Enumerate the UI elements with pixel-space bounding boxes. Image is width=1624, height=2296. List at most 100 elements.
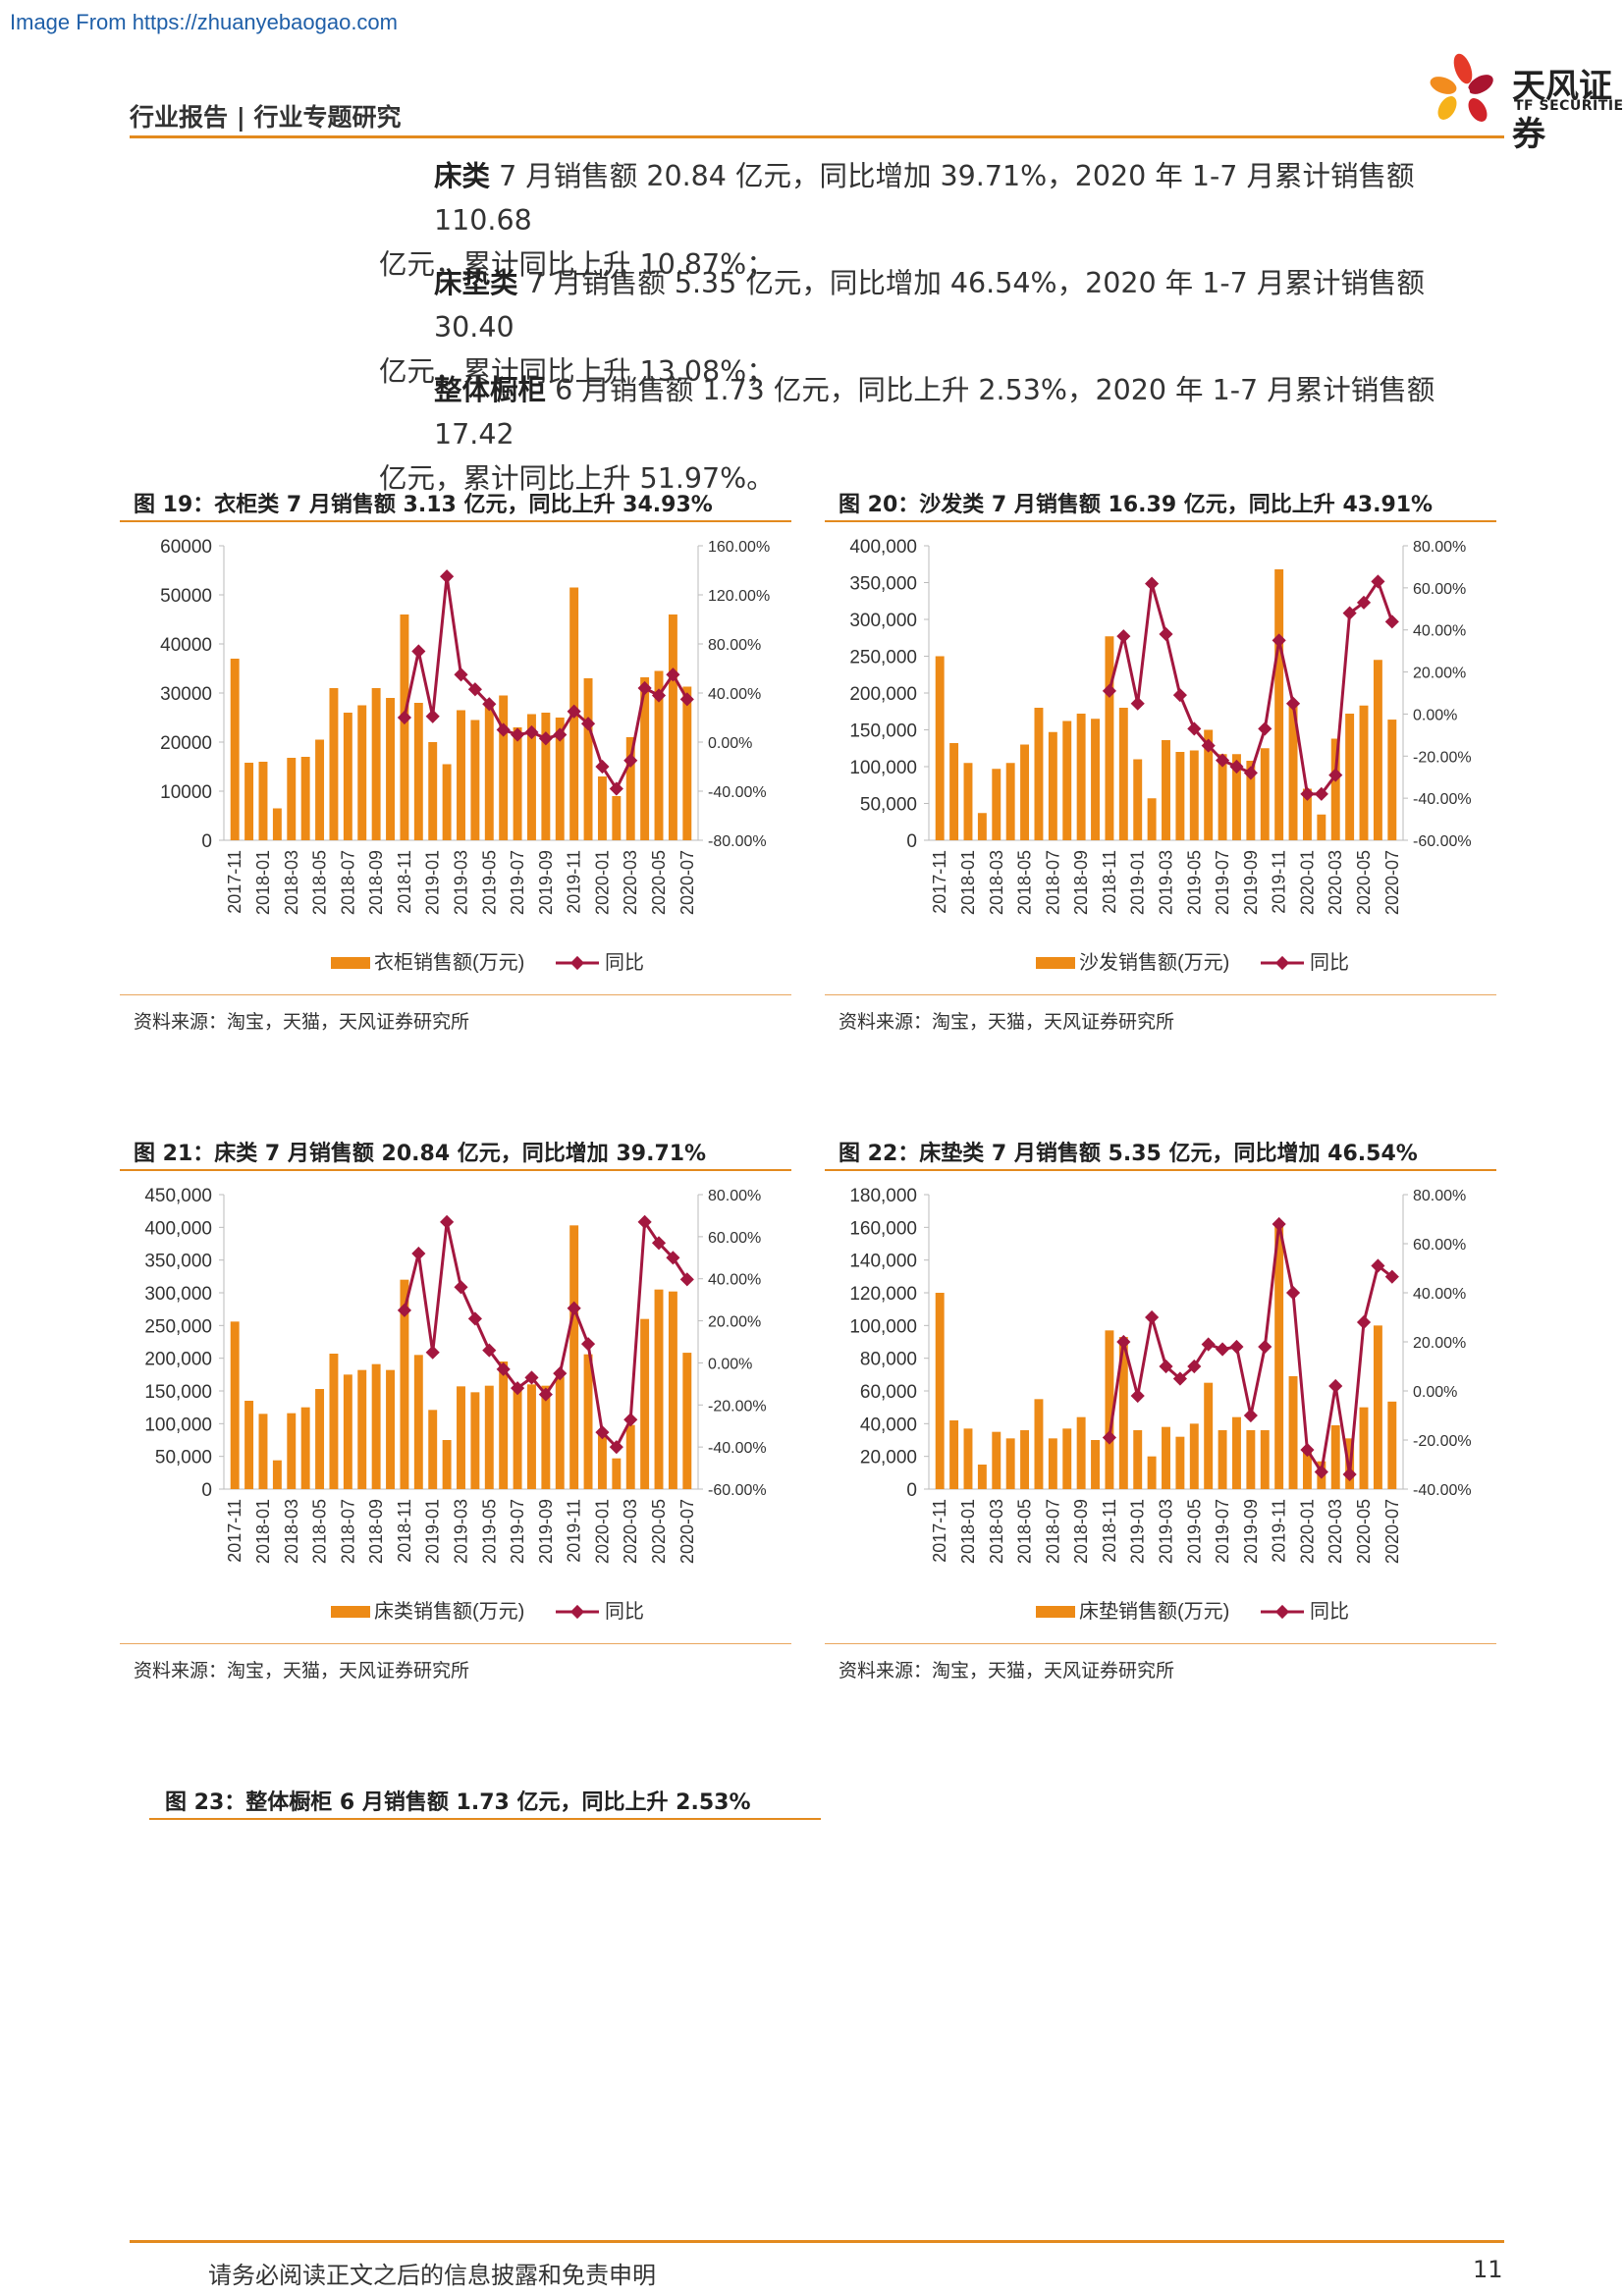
figure-19-chart: 0 10000 20000 30000 40000 50000 60000 -80.00% -4… [160,537,770,974]
x-tick-label: 2019-09 [536,850,556,915]
line-point [567,1301,581,1315]
line-point [1243,1408,1258,1423]
bar [1175,1436,1185,1489]
bar [428,1410,438,1489]
figure-19-rule [120,520,791,522]
x-tick-label: 2018-09 [366,850,386,915]
bar [400,614,409,840]
line-point [567,704,581,719]
right-tick-label: 40.00% [708,1272,761,1289]
line-point [679,1272,694,1287]
bar [442,1440,452,1489]
left-tick-label: 0 [906,831,917,852]
x-tick-label: 2020-05 [1354,850,1374,915]
right-tick-label: 60.00% [1413,581,1466,598]
x-tick-label: 2018-07 [338,850,357,915]
left-tick-label: 80,000 [860,1350,917,1370]
bar [963,763,973,840]
legend-bar-label: 沙发销售额(万元) [1079,951,1229,974]
line-point [496,722,511,737]
line-point [1342,606,1357,620]
line-point [1384,614,1399,629]
x-tick-label: 2019-09 [536,1499,556,1564]
line-point [651,688,667,703]
bar [1288,1376,1298,1489]
line-point [1342,1467,1357,1482]
bar [315,739,325,840]
bar [527,714,536,840]
left-tick-label: 250,000 [144,1316,212,1337]
line-point [1272,633,1286,648]
x-tick-label: 2019-11 [1270,1499,1289,1563]
legend-bar-swatch [1036,957,1075,969]
legend-line-label: 同比 [1310,1600,1349,1623]
bar [1204,729,1214,840]
right-tick-label: -20.00% [1413,749,1472,766]
figure-20-chart: 0 50,000 100,000 150,000 200,000 250,000 300,0… [849,537,1472,974]
bar [413,1355,423,1489]
bar [977,1465,987,1489]
line-point [1258,721,1272,736]
right-tick-label: 0.00% [1413,707,1457,723]
bar [371,1363,381,1489]
bar [1147,798,1157,840]
bar [1274,1224,1284,1489]
right-tick-label: 60.00% [1413,1237,1466,1254]
bar [300,757,310,840]
x-tick-label: 2017-11 [930,1499,949,1563]
bar [1105,636,1114,840]
x-tick-label: 2020-03 [1326,850,1345,915]
paragraph-text: 7 月销售额 20.84 亿元，同比增加 39.71%，2020 年 1-7 月… [434,160,1415,237]
line-point [1229,1339,1244,1355]
right-tick-label: 40.00% [1413,623,1466,640]
bar [457,1386,465,1489]
paragraph-text: 亿元，累计同比上升 10.87%； [379,248,775,281]
bar [1330,1425,1340,1489]
left-tick-label: 120,000 [849,1284,917,1305]
legend-bar-label: 衣柜销售额(万元) [374,951,524,974]
line-point [553,1366,568,1381]
bar [1359,705,1369,840]
bar [1260,748,1270,840]
line-point [1300,786,1315,801]
x-tick-label: 2017-11 [225,1499,244,1563]
line-point [580,717,596,731]
right-tick-label: 160.00% [708,539,770,556]
right-tick-label: 0.00% [708,735,752,752]
bar [1302,1448,1312,1489]
bar [612,796,622,840]
bar [258,762,268,840]
x-tick-label: 2020-05 [1354,1499,1374,1564]
left-tick-label: 0 [201,1480,212,1501]
bar [527,1384,536,1489]
x-tick-label: 2018-07 [338,1499,357,1564]
bar [1218,754,1227,840]
line-point [1145,1309,1160,1325]
bar [1062,1428,1072,1489]
bar [949,1420,959,1489]
figure-22-title: 图 22：床垫类 7 月销售额 5.35 亿元，同比增加 46.54% [839,1142,1418,1166]
line-point [1187,1359,1202,1374]
line-point [623,753,638,768]
x-tick-label: 2018-03 [282,1499,301,1564]
bar [541,713,551,840]
bar [1062,721,1072,840]
right-tick-label: -20.00% [708,1398,767,1415]
right-tick-label: 0.00% [708,1356,752,1372]
bar [625,1424,635,1489]
x-tick-label: 2018-11 [1100,850,1119,914]
left-tick-label: 160,000 [849,1218,917,1239]
bar [1118,1337,1128,1489]
bar [484,705,494,840]
watermark: Image From https://zhuanyebaogao.com [10,10,398,34]
bar [1232,754,1241,840]
bar [583,678,593,840]
bar [287,1413,297,1489]
line-point [1172,1371,1187,1386]
x-tick-label: 2020-05 [649,1499,669,1564]
x-tick-label: 2019-09 [1241,1499,1261,1564]
x-tick-label: 2018-11 [395,850,414,914]
x-tick-label: 2020-07 [1382,1499,1402,1564]
bar [244,1401,254,1489]
right-tick-label: -40.00% [708,784,767,801]
